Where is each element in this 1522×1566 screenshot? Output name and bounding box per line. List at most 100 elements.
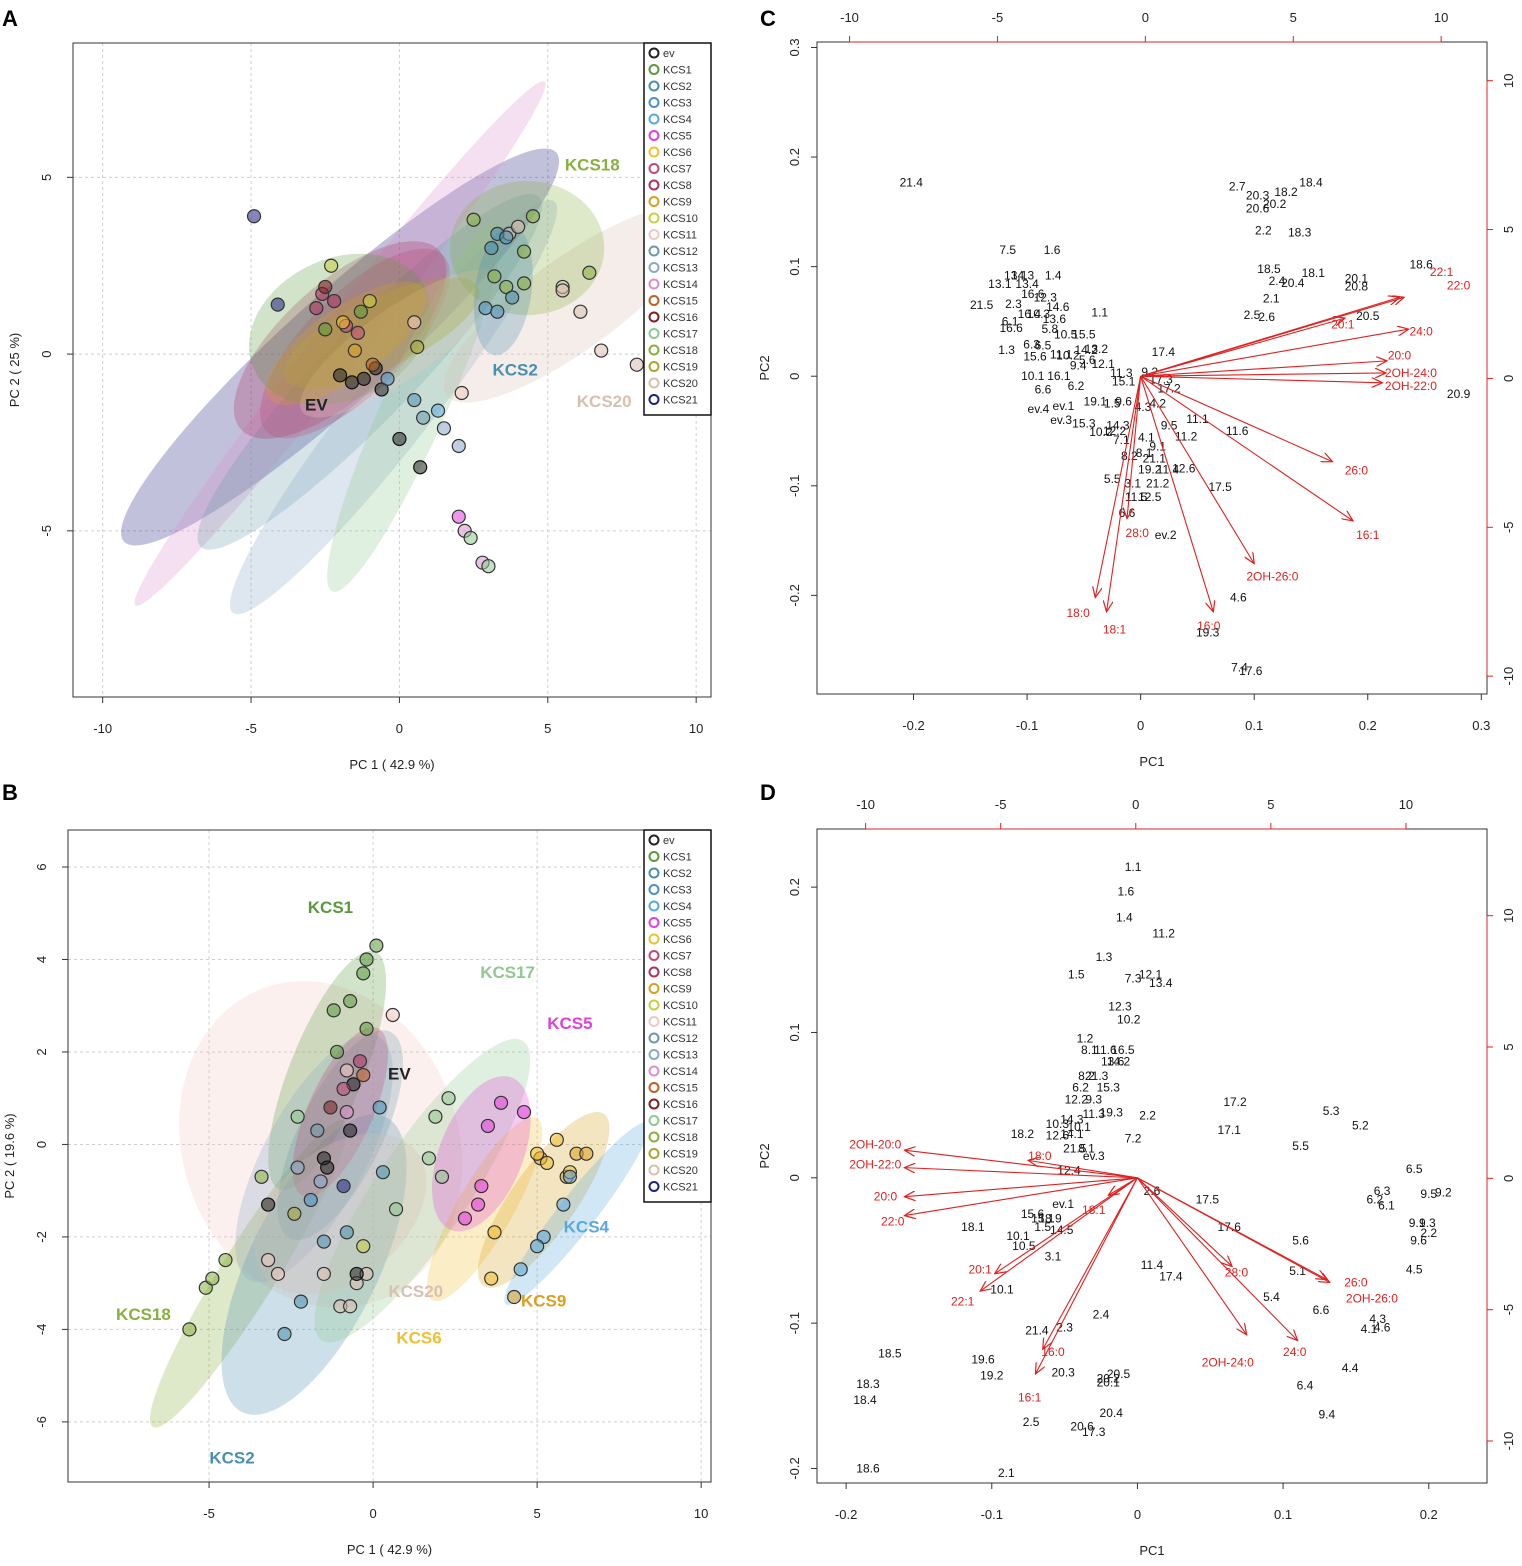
data-point-kcs18 [499, 279, 514, 295]
legend-marker-kcs13 [648, 1049, 660, 1060]
observation-label: 4.6 [1374, 1320, 1391, 1334]
x-tick-label: 0 [1137, 718, 1144, 733]
loading-arrow [1043, 1177, 1138, 1349]
data-point-kcs11 [454, 385, 469, 401]
data-point-kcs6 [335, 315, 351, 330]
loading-label: 2OH-22:0 [1385, 379, 1437, 393]
x-tick-label: 0 [396, 721, 403, 736]
observation-label: 14.1 [1060, 1127, 1084, 1141]
loading-label: 2OH-24:0 [1385, 366, 1437, 380]
observation-label: 9.5 [1161, 419, 1178, 433]
observation-label: 18.5 [1257, 262, 1281, 276]
data-point-kcs18 [254, 1169, 269, 1184]
observation-label: 12.3 [1034, 290, 1058, 304]
loading-arrow [1127, 376, 1142, 518]
x-tick-label: -0.1 [981, 1507, 1003, 1522]
observation-label: 5.5 [1292, 1139, 1309, 1153]
data-point-kcs18 [516, 244, 532, 259]
legend-entry-kcs21: KCS21 [663, 395, 698, 407]
group-label-kcs4: KCS4 [564, 1217, 610, 1236]
right-tick-label: -5 [1501, 521, 1516, 533]
observation-label: 11.2 [1175, 429, 1198, 443]
data-point-kcs5 [470, 1197, 486, 1212]
observation-label: 20.1 [1345, 272, 1369, 286]
confidence-ellipse-kcs20 [443, 206, 700, 403]
observation-label: ev.1 [1053, 399, 1075, 413]
data-point-kcs2 [478, 301, 493, 316]
observation-label: 4.6 [1230, 591, 1247, 605]
observation-label: 2.4 [1093, 1307, 1110, 1321]
data-point-kcs4 [530, 1239, 545, 1254]
loading-arrow [980, 1177, 1138, 1291]
data-point-kcs3 [303, 1192, 318, 1208]
observation-label: 10.1 [990, 1283, 1014, 1297]
observation-label: 4.5 [1406, 1262, 1423, 1276]
observation-label: 1.4 [1045, 268, 1062, 282]
data-point-kcs11 [385, 1007, 400, 1023]
observation-label: 1.1 [1125, 860, 1142, 874]
data-point-kcs20 [594, 343, 609, 358]
observation-label: 6.6 [1035, 382, 1052, 396]
data-point-kcs1 [359, 952, 374, 967]
observation-label: 20.4 [1281, 276, 1305, 290]
observation-label: 14.2 [1074, 343, 1098, 357]
legend-entry-kcs20: KCS20 [663, 1165, 698, 1177]
data-point-kcs17 [421, 1151, 436, 1166]
data-point-kcs8 [352, 1054, 368, 1069]
legend-entry-kcs12: KCS12 [663, 246, 698, 258]
observation-label: 11.6 [1094, 1043, 1117, 1057]
legend-marker-kcs5 [648, 917, 660, 928]
observation-label: 9.3 [1419, 1216, 1436, 1230]
data-point-kcs18 [525, 209, 541, 224]
observation-label: 2.5 [1023, 1415, 1040, 1429]
right-tick-label: -10 [1501, 667, 1516, 686]
observation-label: 12.6 [1046, 1129, 1070, 1143]
legend-marker-kcs3 [648, 97, 660, 108]
observation-label: 5.1 [1289, 1264, 1306, 1278]
legend-marker-ev [648, 834, 660, 846]
observation-label: 20.6 [1246, 202, 1270, 216]
legend-entry-ev: ev [663, 835, 675, 847]
legend-entry-kcs9: KCS9 [663, 984, 692, 996]
legend-entry-kcs13: KCS13 [663, 1050, 698, 1062]
legend-marker-kcs21 [648, 394, 660, 405]
data-point-ev [374, 382, 389, 397]
x-axis-label: PC1 [1139, 754, 1164, 769]
right-tick-label: 10 [1501, 908, 1516, 922]
confidence-ellipse-kcs4 [504, 1122, 649, 1305]
legend-marker-kcs14 [648, 278, 660, 290]
data-point-kcs1 [318, 322, 333, 337]
observation-label: 6.2 [1072, 1081, 1089, 1095]
data-point-kcs16 [323, 1100, 338, 1115]
observation-label: 6.5 [1035, 339, 1052, 353]
observation-label: 10.1 [1006, 1229, 1030, 1243]
y-tick-label: -5 [39, 525, 54, 537]
data-point-ev [320, 1160, 335, 1175]
data-point-kcs6 [549, 1132, 564, 1147]
x-axis-label: PC 1 ( 42.9 %) [349, 757, 434, 772]
observation-label: 11.3 [1083, 1107, 1106, 1121]
observation-label: 12.2 [1065, 1092, 1089, 1106]
legend-marker-kcs17 [648, 1115, 660, 1126]
y-tick-label: 0.3 [787, 38, 802, 56]
data-point-kcs21 [270, 297, 285, 312]
observation-label: 15.1 [1112, 375, 1136, 389]
legend-entry-kcs3: KCS3 [663, 98, 692, 110]
observation-label: 21.3 [1085, 1069, 1109, 1083]
data-point-kcs20 [343, 1299, 358, 1314]
observation-label: 4.1 [1138, 431, 1155, 445]
observation-label: 15.1 [1031, 1211, 1055, 1225]
right-tick-label: 10 [1501, 73, 1516, 87]
x-tick-label: 0.2 [1359, 718, 1377, 733]
loading-arrow [1035, 1177, 1138, 1374]
x-axis-label: PC 1 ( 42.9 %) [347, 1542, 432, 1557]
data-point-kcs13 [290, 1160, 305, 1175]
y-tick-label: 6 [34, 863, 49, 870]
y-tick-label: -0.2 [787, 1457, 802, 1479]
legend-marker-kcs9 [648, 196, 660, 207]
observation-label: 5.6 [1079, 353, 1096, 367]
data-point-kcs18 [487, 269, 502, 284]
observation-label: 4.3 [1135, 400, 1152, 414]
observation-label: 8.1 [1136, 446, 1153, 460]
